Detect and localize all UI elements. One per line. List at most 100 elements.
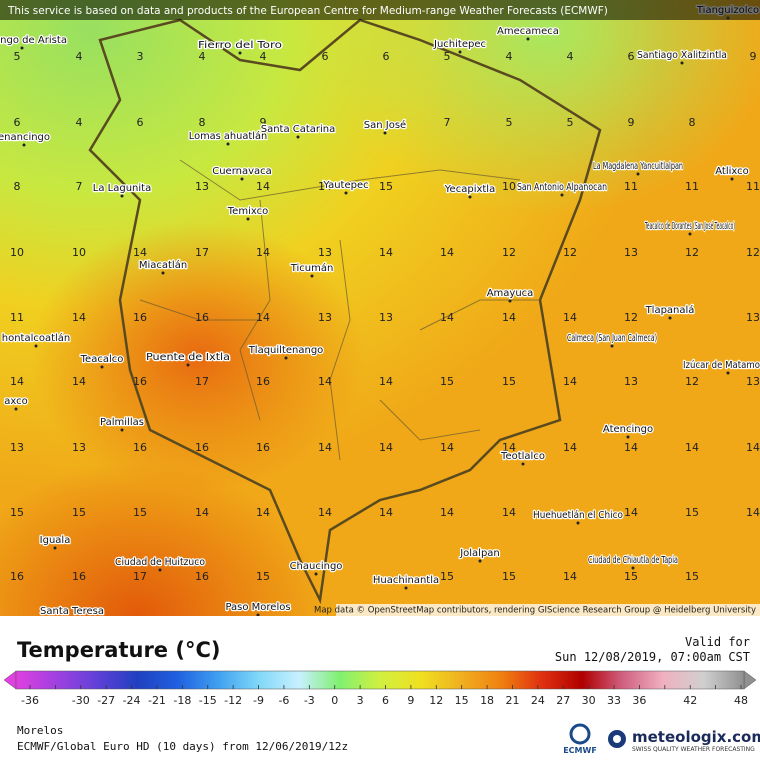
place-name: Juchitepec: [433, 39, 486, 50]
grid-value: 14: [379, 441, 393, 454]
grid-value: 14: [72, 375, 86, 388]
place-dot: [246, 217, 250, 221]
grid-value: 16: [195, 441, 209, 454]
place-dot: [726, 16, 730, 20]
place-dot: [526, 37, 530, 41]
place-dot: [256, 613, 260, 616]
grid-value: 8: [14, 180, 21, 193]
place-name: Atlixco: [715, 166, 749, 177]
valid-label: Valid for: [684, 635, 750, 649]
grid-value: 3: [137, 50, 144, 63]
grid-value: 16: [72, 570, 86, 583]
grid-value: 12: [685, 246, 699, 259]
place-name: axco: [4, 396, 28, 407]
place-dot: [120, 428, 124, 432]
grid-value: 15: [72, 506, 86, 519]
grid-value: 15: [440, 375, 454, 388]
grid-value: 14: [563, 375, 577, 388]
grid-value: 5: [567, 116, 574, 129]
grid-value: 14: [318, 441, 332, 454]
grid-value: 7: [444, 116, 451, 129]
colorbar-label: -9: [253, 694, 264, 707]
attribution-bg: [336, 604, 760, 616]
grid-value: 13: [195, 180, 209, 193]
colorbar-label: -6: [278, 694, 289, 707]
place-name: Atencingo: [603, 424, 653, 435]
place-name: Teacalco de Dorantes (San José Teacalco): [645, 220, 735, 232]
grid-value: 14: [502, 506, 516, 519]
place-name: Temixco: [227, 206, 268, 217]
place-dot: [383, 131, 387, 135]
place-name: Miacatlán: [139, 259, 187, 271]
place-name: Palmillas: [100, 417, 144, 428]
grid-value: 16: [133, 441, 147, 454]
place-name: Teotlalco: [500, 451, 545, 462]
colorbar-label: 42: [683, 694, 697, 707]
place-name: Tlapanalá: [645, 304, 695, 316]
place-name: Jolalpan: [459, 548, 500, 559]
grid-value: 16: [10, 570, 24, 583]
grid-value: 11: [624, 180, 638, 193]
grid-value: 16: [195, 570, 209, 583]
banner: This service is based on data and produc…: [7, 5, 608, 17]
colorbar-label: 9: [407, 694, 414, 707]
place-name: San José: [364, 119, 406, 131]
grid-value: 14: [318, 506, 332, 519]
banner-bg: [0, 0, 760, 20]
place-name: enancingo: [0, 132, 50, 143]
grid-value: 16: [195, 311, 209, 324]
grid-value: 11: [10, 311, 24, 324]
ecmwf-logo: ECMWF: [563, 723, 597, 755]
place-name: Teacalco: [80, 354, 124, 365]
place-name: Iguala: [40, 535, 71, 546]
place-name: Paso Morelos: [225, 602, 290, 613]
place-name: Santa Catarina: [261, 124, 336, 135]
map: 5 4 3 4 4 6 6 5 4 4 6 9 6 4 6 8 9 7 5 5 9 8 8 7 13 14 14 15 10 11 11 11…: [0, 0, 760, 616]
field: [0, 0, 760, 616]
grid-value: 16: [256, 441, 270, 454]
grid-value: 14: [563, 570, 577, 583]
model: ECMWF/Global Euro HD (10 days) from 12/0…: [17, 740, 349, 753]
grid-value: 13: [746, 375, 760, 388]
colorbar-label: 0: [331, 694, 338, 707]
place-dot: [314, 572, 318, 576]
place-dot: [576, 521, 580, 525]
colorbar-label: -3: [304, 694, 315, 707]
place-dot: [458, 50, 462, 54]
grid-value: 6: [137, 116, 144, 129]
grid-value: 14: [624, 441, 638, 454]
grid-value: 14: [256, 180, 270, 193]
brand-logo: [608, 730, 626, 748]
tagline: SWISS QUALITY WEATHER FORECASTING: [632, 746, 755, 753]
place-dot: [668, 316, 672, 320]
grid-value: 10: [10, 246, 24, 259]
grid-value: 14: [746, 441, 760, 454]
place-name: Amecameca: [497, 26, 559, 37]
grid-value: 14: [10, 375, 24, 388]
grid-value: 12: [624, 311, 638, 324]
valid-time: Sun 12/08/2019, 07:00am CST: [554, 650, 750, 664]
colorbar-label: 15: [455, 694, 469, 707]
grid-value: 13: [10, 441, 24, 454]
grid-value: 17: [195, 246, 209, 259]
place-dot: [186, 363, 190, 367]
colorbar-label: -12: [224, 694, 242, 707]
grid-value: 4: [260, 50, 267, 63]
grid-value: 15: [685, 506, 699, 519]
grid-value: 14: [563, 311, 577, 324]
municipal-lines: [139, 159, 540, 461]
grid-value: 9: [260, 116, 267, 129]
place-dot: [284, 356, 288, 360]
grid-value: 11: [746, 180, 760, 193]
colorbar-arrow-right: [743, 670, 757, 690]
place-dot: [610, 344, 614, 348]
grid-value: 15: [10, 506, 24, 519]
place-name: Yautepec: [322, 180, 368, 191]
grid-value: 17: [133, 570, 147, 583]
grid-value: 6: [322, 50, 329, 63]
grid-value: 14: [195, 506, 209, 519]
grid-value: 14: [379, 506, 393, 519]
colorbar-label: 36: [632, 694, 646, 707]
place-dot: [560, 193, 564, 197]
grid-value: 14: [502, 441, 516, 454]
